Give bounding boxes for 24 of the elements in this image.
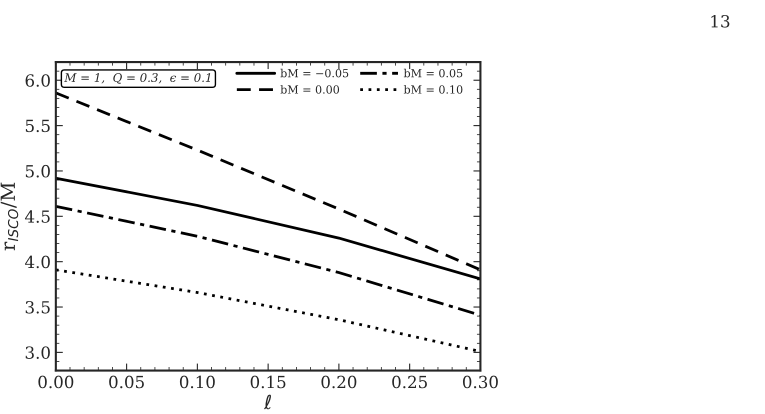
x-tick-label: 0.05 bbox=[109, 376, 144, 388]
x-axis-title: ℓ bbox=[264, 394, 271, 410]
y-tick-label: 5.0 bbox=[26, 164, 50, 178]
y-tick-label: 3.5 bbox=[26, 300, 50, 314]
y-tick-label: 5.5 bbox=[26, 120, 50, 132]
legend-label: bM = 0.10 bbox=[404, 85, 462, 94]
y-axis-title: r$_{ISCO}$/M bbox=[0, 182, 18, 250]
y-tick-label: 6.0 bbox=[26, 74, 50, 87]
line-series bbox=[56, 204, 480, 317]
x-tick-label: 0.10 bbox=[180, 376, 215, 388]
annotation: M = 1, Q = 0.3, ϵ = 0.1 bbox=[64, 73, 210, 84]
x-tick-label: 0.15 bbox=[250, 376, 286, 388]
y-tick-label: 3.0 bbox=[26, 346, 50, 359]
x-tick-label: 0.00 bbox=[38, 376, 74, 388]
y-tick-label: 4.5 bbox=[24, 210, 50, 223]
legend-label: bM = −0.05 bbox=[280, 68, 348, 78]
line-series bbox=[56, 176, 480, 280]
text: 13 bbox=[711, 15, 730, 28]
x-tick-label: 0.20 bbox=[321, 376, 356, 388]
legend-label: bM = 0.00 bbox=[280, 85, 340, 94]
x-tick-label: 0.25 bbox=[392, 376, 427, 388]
legend-label: bM = 0.05 bbox=[404, 68, 462, 78]
x-tick-label: 0.30 bbox=[462, 376, 498, 388]
y-tick-label: 4.0 bbox=[24, 256, 50, 268]
